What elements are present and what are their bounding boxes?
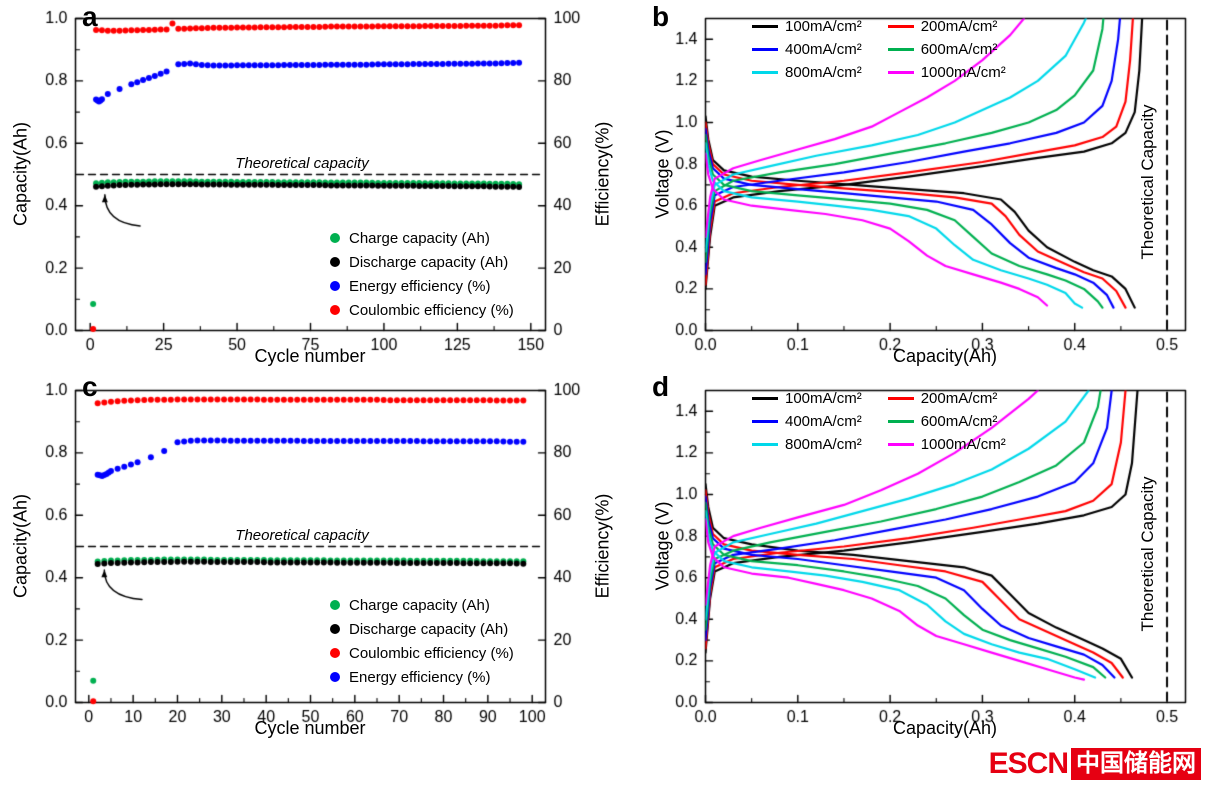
x-axis-label-b: Capacity(Ah) — [892, 346, 998, 366]
legend-item: Coulombic efficiency (%) — [330, 644, 514, 662]
legend-item: Energy efficiency (%) — [330, 668, 514, 686]
legend-marker-line — [752, 47, 778, 51]
legend-item: Coulombic efficiency (%) — [330, 301, 514, 319]
legend-marker-line — [887, 70, 914, 74]
legend-label: 600mA/cm² — [920, 40, 998, 58]
legend-item: Discharge capacity (Ah) — [330, 253, 514, 271]
legend-panel-c: Charge capacity (Ah) Discharge capacity (… — [330, 596, 514, 686]
legend-marker-line — [752, 396, 778, 400]
panel-d-letter: d — [652, 371, 670, 402]
legend-marker-dot — [330, 648, 340, 658]
legend-item: 800mA/cm² — [752, 62, 862, 82]
legend-item: 600mA/cm² — [887, 411, 1006, 431]
legend-marker-line — [887, 396, 914, 400]
logo-chinese-badge: 中国储能网 — [1071, 748, 1201, 780]
legend-panel-b: 100mA/cm² 200mA/cm² 400mA/cm² 600mA/cm² 800m… — [752, 16, 1006, 82]
escn-logo: ESCN 中国储能网 — [989, 747, 1201, 781]
legend-marker-dot — [330, 600, 340, 610]
legend-label: Energy efficiency (%) — [349, 277, 491, 295]
legend-marker-line — [887, 47, 914, 51]
legend-label: 400mA/cm² — [785, 412, 862, 430]
legend-marker-line — [752, 419, 778, 423]
legend-label: 800mA/cm² — [785, 63, 862, 81]
x-axis-label-a: Cycle number — [254, 346, 366, 366]
legend-label: Coulombic efficiency (%) — [349, 644, 514, 662]
legend-item: 1000mA/cm² — [887, 62, 1006, 82]
x-axis-label-c: Cycle number — [254, 718, 366, 738]
x-axis-label-d: Capacity(Ah) — [892, 718, 998, 738]
y-axis-label-d: Voltage (V) — [652, 501, 673, 591]
y-axis-label-a-right: Efficiency(%) — [592, 121, 613, 227]
legend-label: Coulombic efficiency (%) — [349, 301, 514, 319]
y-axis-label-b: Voltage (V) — [652, 129, 673, 219]
legend-label: 200mA/cm² — [920, 17, 998, 35]
annotation-theoretical-capacity-c: Theoretical capacity — [235, 527, 369, 544]
legend-label: Discharge capacity (Ah) — [349, 620, 509, 638]
legend-label: 200mA/cm² — [920, 389, 998, 407]
legend-label: 1000mA/cm² — [920, 435, 1006, 453]
legend-label: 600mA/cm² — [920, 412, 998, 430]
legend-marker-dot — [330, 233, 340, 243]
legend-item: Discharge capacity (Ah) — [330, 620, 514, 638]
annotation-theoretical-capacity-d: Theoretical Capacity — [1138, 476, 1157, 632]
legend-panel-d: 100mA/cm² 200mA/cm² 400mA/cm² 600mA/cm² 800m… — [752, 388, 1006, 454]
legend-item: Energy efficiency (%) — [330, 277, 514, 295]
legend-label: 100mA/cm² — [785, 389, 862, 407]
legend-item: 100mA/cm² — [752, 388, 862, 408]
legend-marker-dot — [330, 305, 340, 315]
annotation-theoretical-capacity-b: Theoretical Capacity — [1138, 104, 1157, 260]
legend-label: Charge capacity (Ah) — [349, 229, 490, 247]
y-axis-label-a-left: Capacity(Ah) — [10, 121, 31, 227]
legend-marker-line — [752, 70, 778, 74]
legend-marker-line — [887, 419, 914, 423]
y-axis-label-c-right: Efficiency(%) — [592, 493, 613, 599]
legend-label: 100mA/cm² — [785, 17, 862, 35]
logo-escn-text: ESCN — [988, 747, 1069, 780]
legend-item: 200mA/cm² — [887, 16, 1006, 36]
legend-item: 100mA/cm² — [752, 16, 862, 36]
legend-item: 200mA/cm² — [887, 388, 1006, 408]
legend-label: 800mA/cm² — [785, 435, 862, 453]
annotation-theoretical-capacity-a: Theoretical capacity — [235, 155, 369, 172]
legend-label: Charge capacity (Ah) — [349, 596, 490, 614]
legend-marker-line — [752, 24, 778, 28]
legend-item: 800mA/cm² — [752, 434, 862, 454]
legend-label: 1000mA/cm² — [920, 63, 1006, 81]
legend-item: 600mA/cm² — [887, 39, 1006, 59]
y-axis-label-c-left: Capacity(Ah) — [10, 493, 31, 599]
legend-marker-dot — [330, 672, 340, 682]
legend-marker-line — [887, 442, 914, 446]
panel-c-letter: c — [82, 371, 98, 402]
legend-marker-dot — [330, 281, 340, 291]
legend-marker-line — [752, 442, 778, 446]
panel-b-letter: b — [652, 1, 670, 32]
legend-item: Charge capacity (Ah) — [330, 229, 514, 247]
legend-item: 400mA/cm² — [752, 39, 862, 59]
legend-label: Discharge capacity (Ah) — [349, 253, 509, 271]
legend-marker-dot — [330, 624, 340, 634]
legend-item: Charge capacity (Ah) — [330, 596, 514, 614]
legend-item: 400mA/cm² — [752, 411, 862, 431]
legend-marker-dot — [330, 257, 340, 267]
legend-item: 1000mA/cm² — [887, 434, 1006, 454]
legend-label: Energy efficiency (%) — [349, 668, 491, 686]
panel-a-letter: a — [82, 1, 98, 32]
legend-panel-a: Charge capacity (Ah) Discharge capacity (… — [330, 229, 514, 319]
legend-label: 400mA/cm² — [785, 40, 862, 58]
legend-marker-line — [887, 24, 914, 28]
